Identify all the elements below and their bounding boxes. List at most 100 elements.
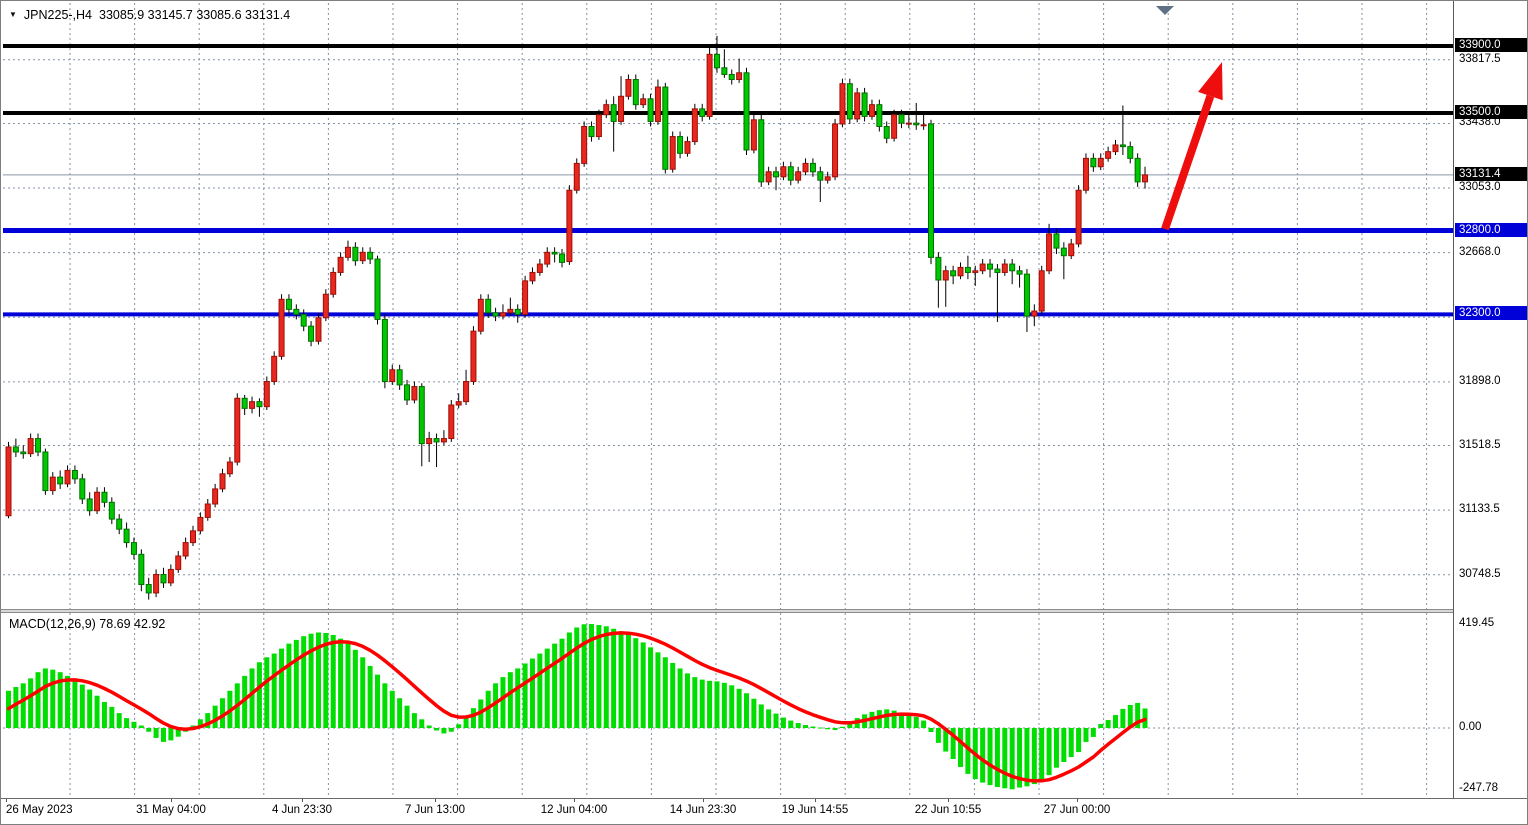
- macd-histogram-bar: [655, 652, 661, 728]
- candle-body: [691, 108, 698, 143]
- candle-body: [204, 503, 211, 518]
- macd-histogram-bar: [256, 662, 262, 728]
- candle-body: [256, 401, 263, 408]
- candle-body: [891, 114, 898, 139]
- macd-histogram-bar: [803, 725, 809, 728]
- candle-body: [418, 386, 425, 445]
- macd-histogram-bar: [736, 688, 742, 728]
- candle-body: [190, 530, 196, 544]
- candle-body: [49, 476, 56, 492]
- candle-body: [396, 369, 403, 386]
- panel-splitter[interactable]: [1, 609, 1527, 613]
- candle-body: [883, 125, 890, 139]
- macd-histogram-bar: [197, 719, 203, 728]
- candle-body: [544, 251, 551, 265]
- candle-body: [861, 92, 868, 117]
- macd-histogram-bar: [205, 713, 211, 728]
- macd-chart[interactable]: [3, 613, 1453, 798]
- candle-body: [12, 446, 19, 453]
- candle-body: [470, 330, 477, 383]
- macd-histogram-bar: [987, 728, 993, 786]
- price-axis[interactable]: 33817.533438.033053.032668.032283.031898…: [1453, 1, 1527, 798]
- candle-body: [300, 313, 307, 327]
- macd-histogram-bar: [1083, 728, 1089, 742]
- time-tick-mark: [435, 799, 436, 802]
- macd-histogram-bar: [552, 643, 558, 728]
- macd-histogram-bar: [500, 677, 506, 728]
- candle-body: [234, 397, 241, 463]
- candle-body: [123, 528, 130, 544]
- time-tick-mark: [815, 799, 816, 802]
- price-tick-label: 33053.0: [1459, 181, 1501, 194]
- candle-body: [337, 256, 344, 273]
- time-tick-label: 4 Jun 23:30: [271, 804, 333, 816]
- candle-body: [485, 298, 492, 314]
- candle-body: [839, 83, 846, 125]
- macd-histogram-bar: [153, 728, 159, 738]
- macd-histogram-bar: [943, 728, 949, 752]
- macd-histogram-bar: [1017, 728, 1023, 788]
- candle-body: [802, 162, 809, 173]
- macd-histogram-bar: [434, 728, 440, 731]
- candle-body: [145, 584, 152, 594]
- candle-body: [699, 108, 706, 117]
- macd-histogram-bar: [1090, 728, 1096, 737]
- candle-body: [411, 386, 418, 401]
- candle-body: [773, 171, 780, 178]
- candle-body: [249, 401, 256, 409]
- candle-body: [994, 268, 1001, 273]
- macd-histogram-bar: [375, 674, 380, 728]
- main-price-plot[interactable]: [3, 3, 1453, 609]
- macd-histogram-bar: [684, 673, 690, 728]
- candle-body: [315, 317, 322, 342]
- macd-indicator-plot[interactable]: [3, 613, 1453, 798]
- candle-body: [1082, 157, 1089, 191]
- time-axis[interactable]: 26 May 2023 31 May 04:00 4 Jun 23:30 7 Jun …: [1, 798, 1527, 824]
- macd-histogram-bar: [1105, 720, 1111, 728]
- macd-histogram-bar: [1053, 728, 1059, 768]
- macd-histogram-bar: [847, 723, 853, 728]
- macd-histogram-bar: [729, 685, 735, 728]
- candle-body: [1001, 263, 1008, 273]
- candle-body: [138, 553, 145, 586]
- macd-histogram-bar: [810, 726, 816, 728]
- candle-body: [942, 270, 949, 281]
- macd-histogram-bar: [301, 636, 307, 728]
- price-tick-label: 32668.0: [1459, 245, 1501, 258]
- macd-histogram-bar: [338, 638, 344, 728]
- trend-arrow-shaft[interactable]: [1161, 94, 1215, 231]
- macd-histogram-bar: [1120, 708, 1126, 728]
- chart-shift-marker-icon[interactable]: [1156, 6, 1174, 15]
- candle-body: [352, 246, 359, 262]
- candle-body: [1023, 273, 1030, 317]
- candle-body: [1142, 174, 1149, 183]
- macd-histogram-bar: [28, 678, 34, 728]
- candlestick-chart[interactable]: [3, 3, 1453, 609]
- candle-body: [935, 256, 942, 281]
- candle-body: [404, 384, 411, 401]
- trend-arrow-head[interactable]: [1198, 62, 1223, 101]
- candle-body: [1105, 151, 1112, 159]
- candle-body: [573, 162, 580, 191]
- candle-body: [832, 123, 839, 178]
- macd-histogram-bar: [618, 631, 624, 728]
- candle-body: [876, 104, 883, 127]
- candle-body: [1134, 157, 1141, 183]
- macd-histogram-bar: [168, 728, 174, 741]
- macd-histogram-bar: [264, 657, 270, 728]
- macd-histogram-bar: [87, 689, 93, 728]
- macd-histogram-bar: [766, 709, 772, 728]
- macd-histogram-bar: [544, 648, 550, 728]
- price-tick-label: 31518.5: [1459, 438, 1501, 451]
- macd-histogram-bar: [109, 706, 115, 728]
- macd-histogram-bar: [212, 705, 218, 728]
- candle-body: [1009, 263, 1016, 272]
- macd-histogram-bar: [426, 725, 432, 728]
- candle-body: [271, 355, 278, 383]
- macd-histogram-bar: [913, 716, 919, 728]
- macd-histogram-bar: [721, 682, 727, 728]
- level-price-badge: 33500.0: [1455, 105, 1527, 120]
- macd-histogram-bar: [876, 710, 882, 728]
- ohlc-values-label: 33085.9 33145.7 33085.6 33131.4: [99, 8, 291, 22]
- time-tick-label: 31 May 04:00: [136, 804, 206, 816]
